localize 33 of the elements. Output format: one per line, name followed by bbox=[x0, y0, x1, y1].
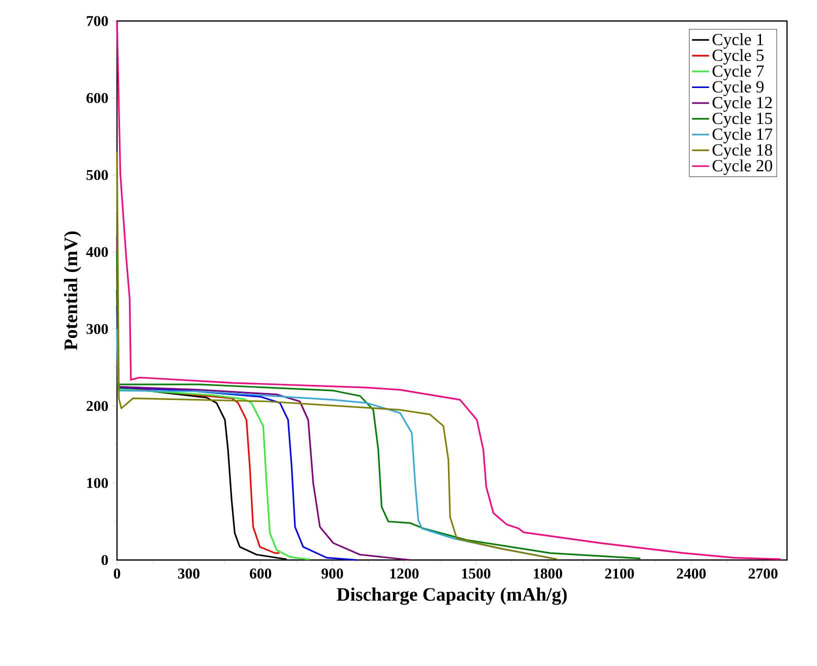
line-series bbox=[116, 151, 558, 560]
x-tick-label: 1200 bbox=[390, 568, 419, 579]
x-tick-label: 300 bbox=[178, 568, 200, 579]
y-tick-label: 300 bbox=[86, 324, 108, 334]
legend-label: Cycle 20 bbox=[712, 159, 772, 175]
line-series bbox=[116, 20, 782, 560]
y-tick-label: 200 bbox=[86, 400, 108, 412]
x-axis-title: Discharge Capacity (mAh/g) bbox=[336, 587, 567, 605]
legend-label: Cycle 9 bbox=[712, 80, 764, 96]
y-tick-label: 700 bbox=[86, 16, 108, 26]
legend-label: Cycle 12 bbox=[712, 96, 772, 112]
x-tick-label: 1500 bbox=[462, 568, 490, 579]
legend-label: Cycle 7 bbox=[712, 64, 764, 80]
x-tick-label: 600 bbox=[250, 568, 272, 579]
legend-label: Cycle 5 bbox=[712, 49, 764, 65]
legend-label: Cycle 15 bbox=[712, 112, 772, 128]
y-tick-label: 500 bbox=[86, 170, 108, 180]
x-tick-label: 2100 bbox=[605, 568, 634, 579]
line-series bbox=[116, 251, 642, 560]
y-axis-title: Potential (mV) bbox=[64, 231, 82, 350]
legend-label: Cycle 18 bbox=[712, 144, 772, 160]
y-tick-label: 100 bbox=[87, 478, 108, 488]
x-tick-label: 900 bbox=[322, 568, 344, 579]
y-tick-label: 400 bbox=[86, 246, 108, 258]
x-tick-label: 2400 bbox=[676, 568, 706, 579]
x-tick-label: 2700 bbox=[748, 568, 778, 579]
line-series bbox=[116, 328, 554, 560]
legend-label: Cycle 17 bbox=[712, 128, 772, 144]
y-tick-label: 0 bbox=[102, 554, 108, 566]
legend-label: Cycle 1 bbox=[712, 33, 764, 49]
x-tick-label: 0 bbox=[114, 568, 120, 579]
x-tick-label: 1800 bbox=[534, 568, 562, 579]
y-tick-label: 600 bbox=[86, 92, 108, 104]
